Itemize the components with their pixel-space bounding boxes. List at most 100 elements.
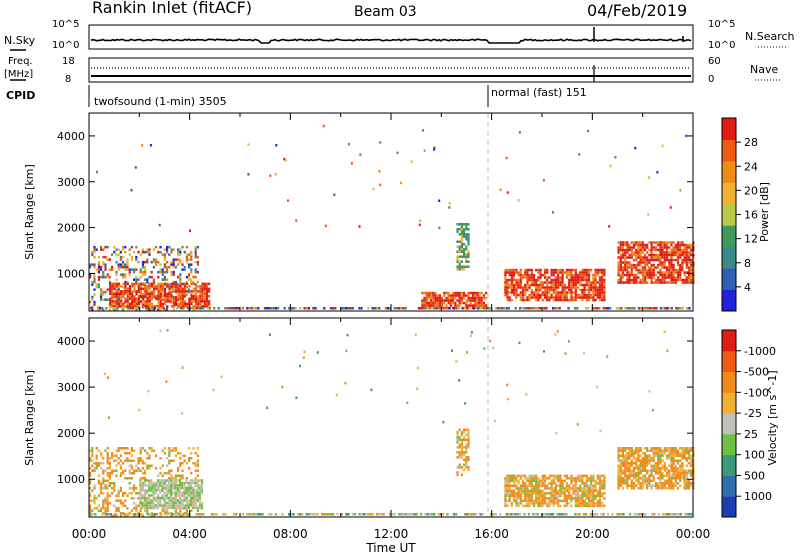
heatmap-cell [590,492,593,495]
heatmap-cell [128,492,131,495]
heatmap-cell [481,513,484,516]
heatmap-cell [126,260,129,264]
heatmap-cell [635,248,638,252]
heatmap-cell [563,513,566,516]
heatmap-cell [188,275,191,279]
heatmap-cell [524,283,527,287]
heatmap-cell [152,482,155,485]
heatmap-cell [171,513,174,516]
heatmap-cell [506,268,509,272]
heatmap-cell [635,452,638,455]
heatmap-cell [652,464,655,467]
heatmap-cell [334,307,337,310]
heatmap-cell [559,298,562,302]
heatmap-cell [91,253,94,256]
heatmap-cell [200,481,204,485]
heatmap-cell [648,307,651,310]
heatmap-cell [554,271,558,274]
heatmap-cell [685,266,688,269]
heatmap-cell [550,494,553,498]
heatmap-cell [155,287,158,291]
heatmap-cell [587,492,591,495]
heatmap-cell [548,504,551,508]
heatmap-cell [657,278,660,282]
heatmap-cell [96,307,99,310]
heatmap-cell [434,299,437,302]
heatmap-cell [665,248,669,252]
heatmap-cell [447,296,450,300]
heatmap-cell [626,457,629,460]
heatmap-cell [161,298,164,301]
heatmap-cell [456,268,459,271]
heatmap-cell [568,273,571,277]
heatmap-cell [672,459,675,462]
heatmap-cell [91,489,94,492]
heatmap-cell [174,509,177,512]
heatmap-cell [170,506,173,510]
heatmap-cell [456,228,459,231]
heatmap-cell [168,253,171,256]
heatmap-cell [170,285,173,288]
heatmap-cell [180,307,183,310]
heatmap-cell [203,285,206,288]
heatmap-cell [670,248,673,252]
heatmap-cell [564,352,567,355]
heatmap-cell [590,296,593,299]
heatmap-cell [637,457,640,460]
heatmap-cell [661,273,664,277]
heatmap-cell [153,295,156,298]
heatmap-cell [163,290,166,294]
heatmap-cell [448,206,451,209]
heatmap-cell [596,499,599,503]
heatmap-cell [554,333,557,336]
heatmap-cell [663,487,666,490]
heatmap-cell [663,464,666,467]
heatmap-cell [159,285,162,288]
heatmap-cell [524,271,527,274]
heatmap-cell [146,278,149,281]
heatmap-cell [537,504,540,508]
heatmap-cell [144,250,147,254]
heatmap-cell [559,477,562,480]
heatmap-cell [156,499,160,502]
heatmap-cell [465,443,468,447]
heatmap-cell [456,258,459,261]
heatmap-cell [518,341,521,345]
heatmap-cell [104,263,107,266]
heatmap-cell [635,467,638,470]
heatmap-cell [139,496,142,500]
heatmap-cell [145,499,149,502]
heatmap-cell [160,307,163,310]
heatmap-cell [552,497,555,500]
heatmap-cell [528,276,531,279]
heatmap-cell [657,271,660,274]
heatmap-cell [676,474,680,477]
heatmap-cell [535,477,538,480]
heatmap-cell [181,305,184,308]
heatmap-cell [246,307,249,310]
heatmap-cell [148,504,151,507]
heatmap-cell [151,307,154,310]
heatmap-cell [676,243,680,247]
heatmap-cell [576,489,580,493]
heatmap-cell [467,466,470,469]
heatmap-cell [115,469,118,472]
heatmap-cell [557,281,560,284]
heatmap-cell [585,276,588,279]
heatmap-cell [106,502,109,505]
heatmap-cell [463,438,466,442]
heatmap-cell [574,479,577,483]
heatmap-cell [159,297,162,301]
heatmap-cell [528,494,531,498]
heatmap-cell [644,307,647,310]
heatmap-cell [133,449,136,452]
heatmap-cell [528,278,531,282]
heatmap-cell [592,283,595,287]
heatmap-cell [670,474,673,477]
heatmap-cell [668,487,671,490]
heatmap-cell [178,513,181,516]
heatmap-cell [594,487,597,490]
heatmap-cell [592,499,595,503]
heatmap-cell [460,438,463,442]
heatmap-cell [639,487,642,490]
